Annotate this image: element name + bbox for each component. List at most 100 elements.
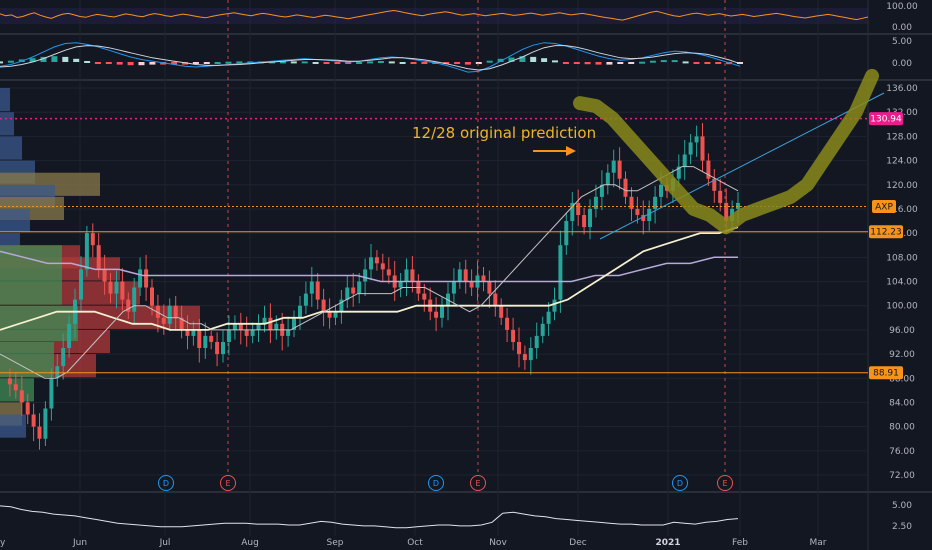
indicator-tick-2-5: 2.50 — [892, 522, 912, 532]
candle-body — [203, 335, 208, 348]
candle-body — [262, 317, 267, 324]
candle-body — [120, 281, 125, 300]
macd-bar — [29, 58, 36, 62]
dividend-marker[interactable]: D — [672, 475, 688, 491]
macd-bar — [421, 62, 428, 64]
candle-body — [434, 311, 439, 318]
macd-bar — [73, 58, 80, 62]
candle-body — [232, 323, 237, 330]
candle-body — [493, 293, 498, 306]
candle-body — [724, 202, 729, 221]
macd-tick-0: 0.00 — [892, 59, 912, 69]
macd-signal-line — [0, 45, 741, 71]
volume-bar — [0, 208, 30, 233]
candle-body — [481, 275, 486, 282]
macd-bar — [508, 57, 515, 62]
candle-body — [37, 426, 42, 439]
candle-body — [576, 202, 581, 215]
candle-body — [617, 160, 622, 179]
candle-body — [653, 196, 658, 209]
volume-bar — [0, 245, 62, 305]
macd-bar — [639, 61, 646, 64]
candle-body — [588, 208, 592, 227]
price-tick: 80.00 — [889, 423, 915, 433]
candle-body — [457, 269, 462, 282]
candle-body — [517, 342, 521, 355]
earnings-marker-label: E — [225, 479, 230, 488]
candle-body — [593, 196, 598, 209]
macd-bar — [203, 62, 210, 64]
price-tick: 76.00 — [889, 447, 915, 457]
candle-body — [19, 390, 24, 403]
candle-body — [215, 342, 220, 355]
volume-bar — [0, 342, 54, 378]
macd-bar — [356, 62, 363, 64]
dividend-marker-label: D — [163, 479, 169, 488]
candle-body — [546, 311, 551, 324]
prediction-arrow — [533, 146, 576, 156]
price-tick: 92.00 — [889, 350, 915, 360]
candle-body — [487, 281, 492, 294]
candle-body — [161, 317, 166, 324]
earnings-marker-label: E — [475, 479, 480, 488]
price-tick: 84.00 — [889, 398, 915, 408]
price-tick: 120.00 — [886, 181, 918, 191]
earnings-marker[interactable]: E — [470, 475, 486, 491]
macd-bar — [715, 62, 722, 64]
candle-body — [126, 299, 131, 312]
candle-body — [688, 142, 693, 155]
candle-body — [582, 215, 587, 228]
candle-body — [90, 233, 95, 246]
symbol-label: AXP — [875, 203, 893, 213]
macd-bar — [312, 62, 319, 64]
dividend-marker[interactable]: D — [428, 475, 444, 491]
candle-body — [173, 305, 178, 318]
candle-body — [469, 281, 474, 288]
candle-body — [298, 305, 302, 318]
time-axis: May Jun Jul Aug Sep Oct Nov Dec 2021 Feb Mar — [0, 538, 827, 548]
candle-body — [185, 329, 190, 336]
macd-bar — [51, 56, 58, 62]
rsi-band — [0, 8, 868, 24]
dividend-marker[interactable]: D — [158, 475, 174, 491]
candle-body — [641, 215, 646, 221]
ma200-line — [0, 250, 738, 283]
volume-bar — [0, 414, 26, 438]
rsi-panel: 100.00 0.00 — [0, 2, 918, 33]
candle-body — [374, 257, 379, 264]
macd-bar — [464, 62, 471, 65]
macd-bar — [530, 56, 537, 62]
candle-body — [451, 281, 456, 294]
macd-bar — [704, 62, 711, 64]
ma50-line — [0, 226, 739, 331]
candle-body — [528, 348, 533, 361]
candle-body — [623, 178, 628, 197]
rsi-tick-0: 0.00 — [892, 23, 912, 33]
macd-bar — [127, 62, 134, 66]
price-tick: 108.00 — [886, 253, 918, 263]
event-markers: D E D E D E — [158, 475, 733, 491]
earnings-marker[interactable]: E — [220, 475, 236, 491]
candle-body — [292, 317, 296, 330]
candle-body — [84, 233, 89, 270]
month-label: Nov — [489, 538, 507, 548]
macd-bar — [171, 62, 178, 65]
macd-bar — [606, 62, 613, 65]
earnings-marker[interactable]: E — [717, 475, 733, 491]
candle-body — [321, 299, 326, 312]
month-label: Oct — [407, 538, 423, 548]
price-panel: 12/28 original prediction 136.00132.0012… — [0, 0, 918, 491]
macd-bar — [454, 62, 461, 64]
candle-body — [676, 166, 681, 179]
macd-bar — [345, 62, 352, 64]
candle-body — [558, 245, 563, 300]
ma20-line — [0, 166, 739, 379]
month-label: Dec — [569, 538, 586, 548]
candle-body — [534, 335, 539, 348]
macd-bar — [573, 62, 580, 64]
candle-body — [522, 354, 527, 361]
macd-tick-5: 5.00 — [892, 37, 912, 47]
candle-body — [357, 281, 362, 294]
candle-body — [155, 305, 160, 318]
